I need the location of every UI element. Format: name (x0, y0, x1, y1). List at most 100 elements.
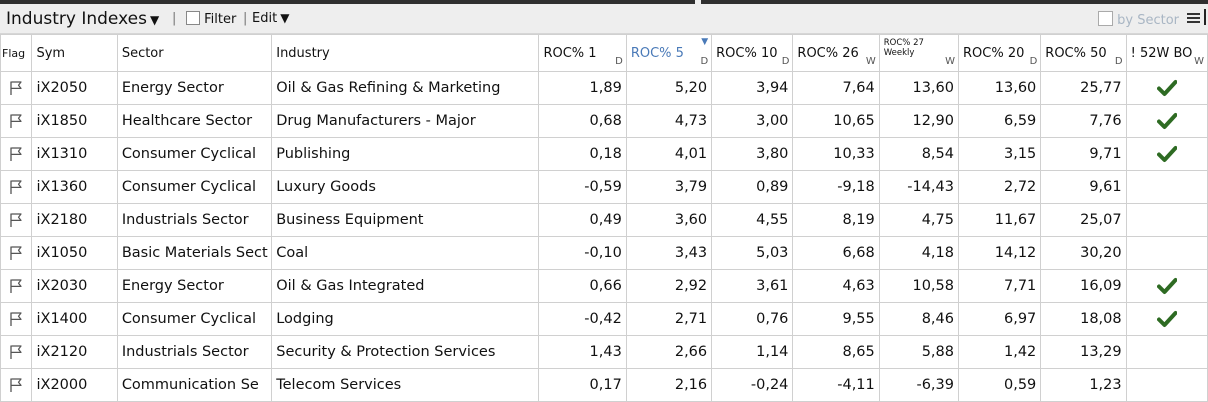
roc1-cell: 0,66 (538, 269, 627, 303)
roc27-cell: 4,75 (878, 203, 960, 237)
flag-cell[interactable] (0, 368, 33, 402)
edit-menu[interactable]: Edit ▼ (252, 11, 289, 26)
sector-cell: Consumer Cyclical (116, 137, 273, 171)
flag-icon[interactable] (8, 212, 24, 228)
table-row[interactable]: iX1050 Basic Materials Sect Coal -0,10 3… (0, 236, 1208, 270)
col-header-roc26[interactable]: ROC% 26 W (792, 34, 880, 72)
top-strip (701, 0, 1208, 4)
roc10-cell: 3,61 (711, 269, 794, 303)
flag-icon[interactable] (8, 146, 24, 162)
roc10-cell: 1,14 (711, 335, 794, 369)
col-header-sym[interactable]: Sym (31, 34, 118, 72)
table-row[interactable]: iX2050 Energy Sector Oil & Gas Refining … (0, 71, 1208, 105)
roc27-cell: 10,58 (878, 269, 960, 303)
breakout-cell (1125, 236, 1208, 270)
table-row[interactable]: iX2120 Industrials Sector Security & Pro… (0, 335, 1208, 369)
col-header-industry[interactable]: Industry (271, 34, 540, 72)
caret-down-icon: ▼ (280, 11, 290, 25)
by-sector-checkbox[interactable] (1098, 11, 1113, 26)
roc5-cell: 2,92 (625, 269, 713, 303)
industry-cell: Drug Manufacturers - Major (271, 104, 540, 138)
flag-cell[interactable] (0, 335, 33, 369)
col-header-roc1[interactable]: ROC% 1 D (538, 34, 627, 72)
flag-icon[interactable] (8, 80, 24, 96)
by-sector-toggle[interactable]: by Sector (1098, 11, 1179, 28)
sym-cell[interactable]: iX1050 (31, 236, 118, 270)
breakout-cell (1125, 104, 1208, 138)
roc50-cell: 30,20 (1040, 236, 1127, 270)
sym-cell[interactable]: iX2030 (31, 269, 118, 303)
table-row[interactable]: iX2180 Industrials Sector Business Equip… (0, 203, 1208, 237)
roc26-cell: -9,18 (792, 170, 880, 204)
col-unit: W (1194, 56, 1204, 67)
table-row[interactable]: iX2030 Energy Sector Oil & Gas Integrate… (0, 269, 1208, 303)
col-label: ROC% 50 (1045, 45, 1107, 61)
table-row[interactable]: iX1850 Healthcare Sector Drug Manufactur… (0, 104, 1208, 138)
sym-cell[interactable]: iX1310 (31, 137, 118, 171)
col-header-roc27[interactable]: ROC% 27 Weekly W (878, 34, 960, 72)
filter-toggle[interactable]: Filter (186, 11, 236, 27)
table-row[interactable]: iX2000 Communication Se Telecom Services… (0, 368, 1208, 402)
sym-cell[interactable]: iX2050 (31, 71, 118, 105)
flag-icon[interactable] (8, 113, 24, 129)
col-header-roc10[interactable]: ROC% 10 D (711, 34, 794, 72)
indexes-dropdown-label: Industry Indexes (6, 9, 147, 29)
header-row: Flag Sym Sector Industry ROC% 1 D ROC% 5 ▼… (0, 34, 1208, 72)
col-header-roc5[interactable]: ROC% 5 ▼ D (625, 34, 713, 72)
col-header-sector[interactable]: Sector (116, 34, 273, 72)
roc50-cell: 7,76 (1040, 104, 1127, 138)
roc10-cell: 3,80 (711, 137, 794, 171)
table-row[interactable]: iX1400 Consumer Cyclical Lodging -0,42 2… (0, 302, 1208, 336)
flag-cell[interactable] (0, 71, 33, 105)
sym-cell[interactable]: iX2000 (31, 368, 118, 402)
col-header-52w-bo[interactable]: ! 52W BO W (1125, 34, 1208, 72)
industry-cell: Lodging (271, 302, 540, 336)
industry-cell: Oil & Gas Refining & Marketing (271, 71, 540, 105)
flag-icon[interactable] (8, 179, 24, 195)
col-label: ROC% 20 (963, 45, 1025, 61)
sym-cell[interactable]: iX1400 (31, 302, 118, 336)
sym-cell[interactable]: iX2120 (31, 335, 118, 369)
sector-cell: Consumer Cyclical (116, 302, 273, 336)
col-sublabel: Weekly (883, 48, 915, 58)
sym-cell[interactable]: iX1850 (31, 104, 118, 138)
roc5-cell: 3,43 (625, 236, 713, 270)
roc20-cell: 1,42 (957, 335, 1042, 369)
hamburger-menu-icon[interactable] (1187, 10, 1200, 23)
roc26-cell: 9,55 (792, 302, 880, 336)
checkmark-icon (1156, 146, 1177, 162)
roc27-cell: -14,43 (878, 170, 960, 204)
sym-cell[interactable]: iX2180 (31, 203, 118, 237)
flag-cell[interactable] (0, 104, 33, 138)
breakout-cell (1125, 170, 1208, 204)
sym-cell[interactable]: iX1360 (31, 170, 118, 204)
roc10-cell: 0,76 (711, 302, 794, 336)
table-row[interactable]: iX1360 Consumer Cyclical Luxury Goods -0… (0, 170, 1208, 204)
flag-icon[interactable] (8, 311, 24, 327)
filter-checkbox[interactable] (186, 11, 200, 25)
flag-cell[interactable] (0, 170, 33, 204)
flag-cell[interactable] (0, 236, 33, 270)
separator: | (172, 11, 177, 26)
by-sector-label: by Sector (1117, 13, 1180, 28)
flag-icon[interactable] (8, 344, 24, 360)
flag-cell[interactable] (0, 302, 33, 336)
flag-icon[interactable] (8, 245, 24, 261)
roc1-cell: 0,17 (538, 368, 627, 402)
indexes-dropdown[interactable]: Industry Indexes ▼ (6, 9, 159, 29)
roc27-cell: 8,46 (878, 302, 960, 336)
col-header-flag[interactable]: Flag (0, 34, 33, 72)
roc10-cell: 0,89 (711, 170, 794, 204)
roc26-cell: 8,19 (792, 203, 880, 237)
roc1-cell: -0,10 (538, 236, 627, 270)
flag-icon[interactable] (8, 377, 24, 393)
flag-cell[interactable] (0, 269, 33, 303)
col-header-roc50[interactable]: ROC% 50 D (1040, 34, 1127, 72)
table-row[interactable]: iX1310 Consumer Cyclical Publishing 0,18… (0, 137, 1208, 171)
roc20-cell: 0,59 (957, 368, 1042, 402)
col-header-roc20[interactable]: ROC% 20 D (957, 34, 1042, 72)
flag-cell[interactable] (0, 137, 33, 171)
flag-cell[interactable] (0, 203, 33, 237)
flag-icon[interactable] (8, 278, 24, 294)
breakout-cell (1125, 335, 1208, 369)
